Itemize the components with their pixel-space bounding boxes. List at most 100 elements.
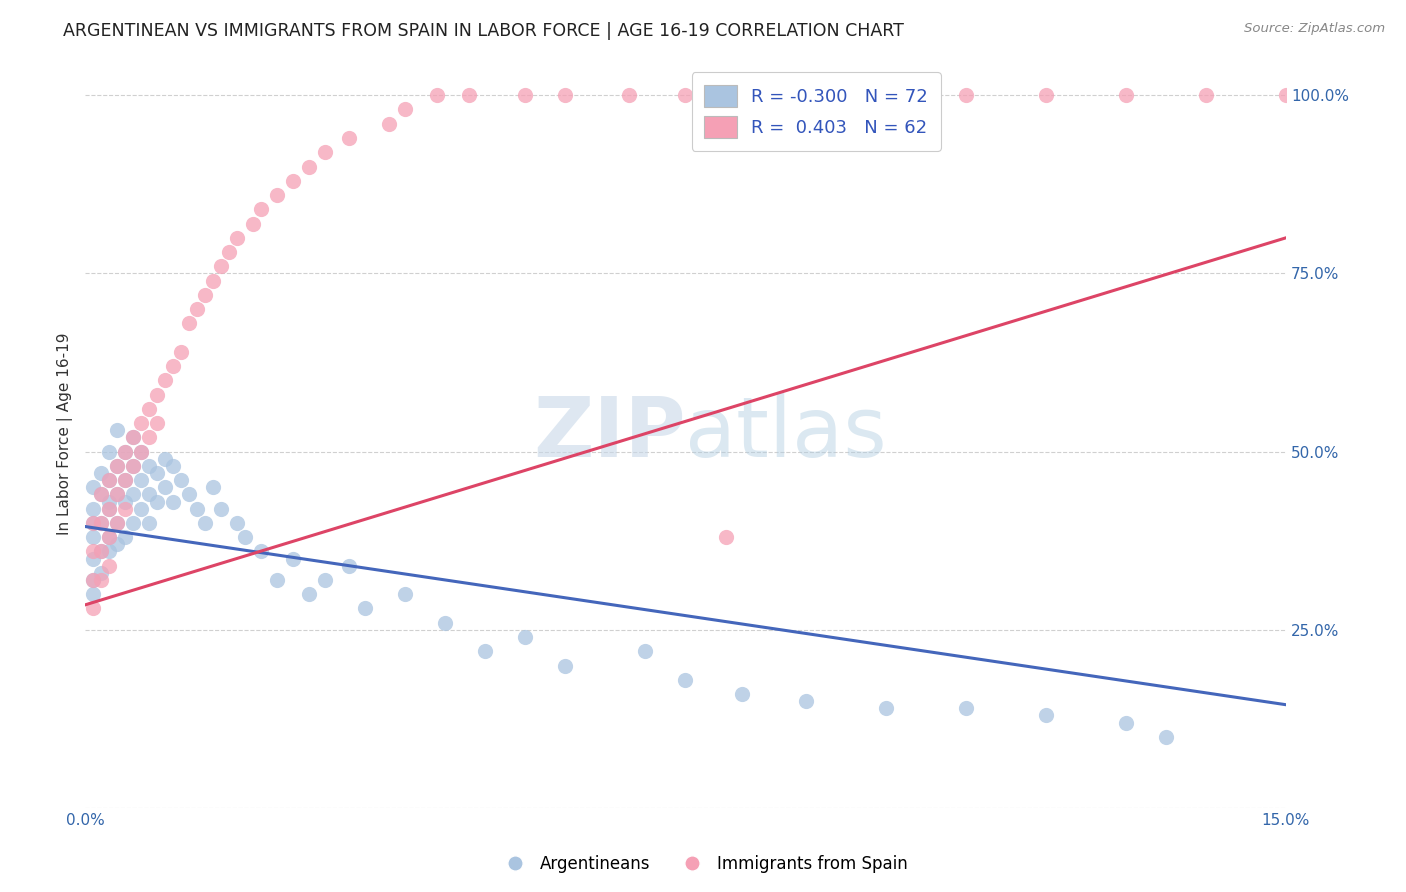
Point	[283, 551, 305, 566]
Point	[298, 587, 321, 601]
Point	[170, 344, 193, 359]
Point	[98, 501, 121, 516]
Point	[162, 458, 184, 473]
Point	[98, 494, 121, 508]
Point	[1154, 730, 1177, 744]
Point	[250, 202, 273, 217]
Point	[114, 444, 136, 458]
Point	[122, 458, 145, 473]
Point	[129, 416, 152, 430]
Text: ZIP: ZIP	[533, 393, 686, 475]
Point	[218, 245, 240, 260]
Point	[90, 573, 112, 587]
Point	[675, 673, 697, 687]
Point	[266, 573, 288, 587]
Point	[378, 117, 401, 131]
Point	[283, 174, 305, 188]
Point	[955, 701, 977, 715]
Point	[105, 487, 128, 501]
Point	[619, 88, 641, 103]
Point	[1115, 715, 1137, 730]
Point	[122, 458, 145, 473]
Point	[90, 516, 112, 530]
Point	[114, 473, 136, 487]
Point	[90, 487, 112, 501]
Point	[98, 530, 121, 544]
Point	[82, 587, 104, 601]
Point	[98, 558, 121, 573]
Point	[209, 260, 232, 274]
Point	[1035, 708, 1057, 723]
Point	[794, 88, 817, 103]
Point	[129, 444, 152, 458]
Point	[82, 516, 104, 530]
Point	[82, 501, 104, 516]
Point	[194, 516, 217, 530]
Text: ARGENTINEAN VS IMMIGRANTS FROM SPAIN IN LABOR FORCE | AGE 16-19 CORRELATION CHAR: ARGENTINEAN VS IMMIGRANTS FROM SPAIN IN …	[63, 22, 904, 40]
Point	[394, 103, 416, 117]
Point	[98, 444, 121, 458]
Point	[202, 480, 225, 494]
Point	[98, 544, 121, 558]
Point	[105, 537, 128, 551]
Point	[82, 516, 104, 530]
Point	[250, 544, 273, 558]
Point	[90, 544, 112, 558]
Text: Source: ZipAtlas.com: Source: ZipAtlas.com	[1244, 22, 1385, 36]
Point	[138, 516, 160, 530]
Point	[82, 573, 104, 587]
Point	[98, 501, 121, 516]
Point	[177, 316, 200, 330]
Point	[82, 601, 104, 615]
Point	[90, 487, 112, 501]
Point	[955, 88, 977, 103]
Point	[114, 501, 136, 516]
Point	[82, 544, 104, 558]
Point	[194, 288, 217, 302]
Point	[474, 644, 496, 658]
Point	[122, 487, 145, 501]
Point	[105, 516, 128, 530]
Point	[146, 466, 169, 480]
Point	[122, 430, 145, 444]
Point	[1035, 88, 1057, 103]
Point	[337, 131, 360, 145]
Point	[714, 530, 737, 544]
Y-axis label: In Labor Force | Age 16-19: In Labor Force | Age 16-19	[58, 333, 73, 535]
Point	[146, 416, 169, 430]
Point	[314, 573, 336, 587]
Point	[105, 423, 128, 437]
Point	[515, 88, 537, 103]
Point	[730, 88, 752, 103]
Point	[153, 480, 176, 494]
Point	[266, 188, 288, 202]
Point	[90, 566, 112, 580]
Point	[90, 516, 112, 530]
Point	[98, 473, 121, 487]
Point	[1195, 88, 1218, 103]
Point	[122, 516, 145, 530]
Point	[129, 501, 152, 516]
Point	[202, 274, 225, 288]
Point	[82, 530, 104, 544]
Point	[314, 145, 336, 160]
Point	[354, 601, 377, 615]
Point	[146, 494, 169, 508]
Point	[730, 687, 752, 701]
Point	[105, 458, 128, 473]
Point	[1355, 88, 1378, 103]
Point	[434, 615, 457, 630]
Point	[153, 373, 176, 387]
Point	[242, 217, 264, 231]
Point	[394, 587, 416, 601]
Point	[515, 630, 537, 644]
Point	[114, 473, 136, 487]
Point	[875, 701, 897, 715]
Point	[98, 530, 121, 544]
Point	[98, 473, 121, 487]
Point	[162, 359, 184, 373]
Point	[82, 480, 104, 494]
Point	[337, 558, 360, 573]
Point	[226, 516, 249, 530]
Point	[138, 458, 160, 473]
